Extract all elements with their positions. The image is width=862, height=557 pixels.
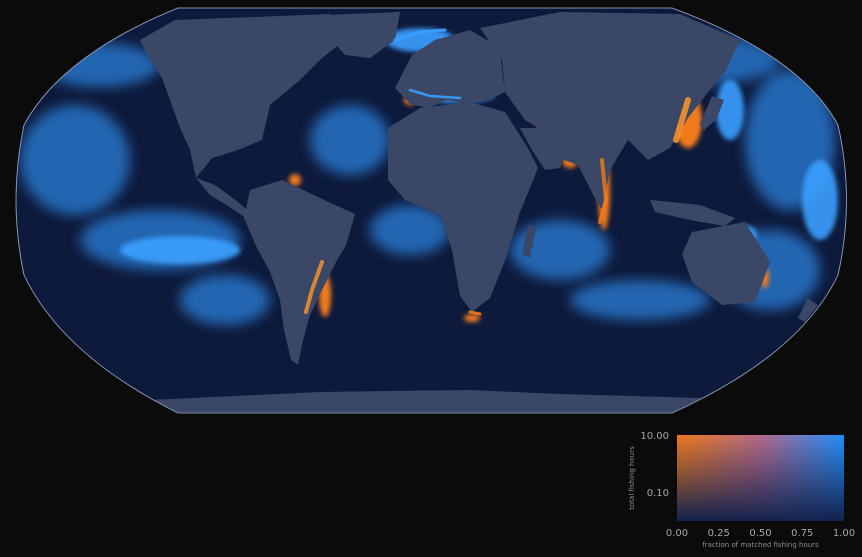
y-tick-bottom: 0.10	[647, 488, 669, 499]
coastal-highlights	[304, 28, 691, 316]
arabian-peninsula	[520, 128, 568, 170]
x-tick-3: 0.75	[791, 528, 813, 539]
antarctica	[150, 390, 750, 413]
south-america	[244, 180, 355, 365]
legend-y-axis-title: total fishing hours	[628, 446, 636, 510]
asia	[480, 12, 740, 210]
north-america	[140, 14, 345, 178]
x-tick-2: 0.50	[749, 528, 771, 539]
bivariate-legend: 10.00 0.10 0.00 0.25 0.50 0.75 1.00 frac…	[620, 425, 860, 553]
europe	[395, 30, 505, 108]
japan	[700, 96, 724, 130]
x-tick-4: 1.00	[833, 528, 855, 539]
y-tick-top: 10.00	[640, 431, 669, 442]
maritime-southeast-asia	[650, 200, 735, 226]
legend-color-square	[677, 435, 844, 521]
x-tick-1: 0.25	[708, 528, 730, 539]
new-zealand	[798, 298, 818, 322]
x-tick-0: 0.00	[666, 528, 688, 539]
world-map	[15, 7, 847, 414]
legend-x-axis-title: fraction of matched fishing hours	[702, 541, 819, 549]
australia	[682, 222, 770, 305]
greenland	[325, 12, 400, 58]
madagascar	[522, 225, 536, 258]
land-masses	[140, 12, 818, 413]
central-america	[196, 178, 252, 218]
africa	[388, 102, 538, 312]
globe-outline	[15, 7, 847, 414]
